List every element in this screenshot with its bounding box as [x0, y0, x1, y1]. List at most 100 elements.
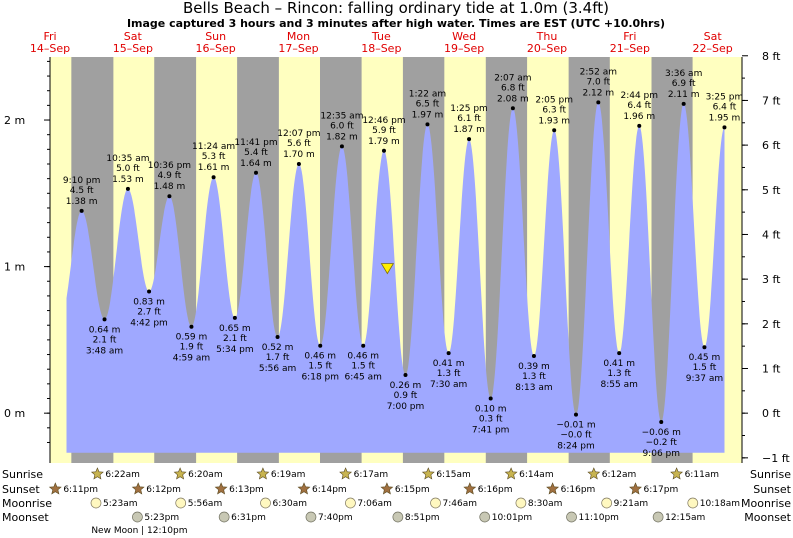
moonset-icon: [652, 511, 664, 523]
y-tick-label-m: 2 m: [4, 114, 25, 127]
moonrise-time: 9:21am: [614, 499, 649, 509]
tide-point: [275, 334, 280, 339]
moonset-icon: [132, 511, 143, 523]
day-name: Fri: [43, 30, 56, 43]
tide-m: 1.64 m: [240, 159, 272, 169]
tide-point: [102, 317, 107, 322]
tide-ft: 6.5 ft: [416, 99, 440, 109]
tide-ft: 5.3 ft: [202, 152, 226, 162]
y-tick-label-ft: 3 ft: [762, 273, 781, 286]
tide-point: [681, 101, 686, 106]
tide-ft: 5.6 ft: [287, 139, 311, 149]
tide-ft: 2.1 ft: [93, 335, 117, 345]
tide-m: −0.01 m: [556, 421, 595, 431]
tide-time: 11:24 am: [192, 142, 235, 152]
tide-time: 3:48 am: [86, 346, 123, 356]
tide-m: 1.87 m: [453, 125, 485, 135]
tide-time: 8:55 am: [601, 380, 638, 390]
tide-point: [552, 128, 557, 133]
current-tide-marker: [380, 263, 395, 275]
tide-ft: 6.4 ft: [713, 102, 737, 112]
sunset-icon: [214, 482, 228, 495]
tide-curve: [66, 102, 725, 453]
tide-m: 1.96 m: [623, 112, 655, 122]
tide-ft: 4.5 ft: [70, 186, 94, 196]
moonrise-icon: [345, 497, 356, 509]
y-tick-label-m: 0 m: [4, 407, 25, 420]
sunrise-time: 6:20am: [188, 470, 223, 480]
tide-m: 0.65 m: [219, 324, 251, 334]
sunrise-icon: [504, 467, 518, 480]
tide-point: [79, 208, 84, 213]
tide-time: 5:56 am: [259, 364, 296, 374]
tide-m: 2.08 m: [497, 94, 529, 104]
day-name: Mon: [287, 30, 310, 43]
tide-ft: 1.7 ft: [266, 353, 290, 363]
tide-point: [722, 125, 727, 130]
tide-ft: 6.0 ft: [330, 121, 354, 131]
tide-point: [596, 100, 601, 105]
tide-ft: 1.5 ft: [351, 362, 375, 372]
y-tick-label-ft: 8 ft: [762, 50, 781, 63]
sunset-icon: [463, 482, 477, 495]
tide-point: [702, 345, 707, 350]
moonrise-time: 7:06am: [357, 499, 392, 509]
moonrise-icon: [515, 497, 527, 509]
tide-point: [531, 354, 536, 359]
moonset-icon: [218, 511, 230, 523]
sunset-time: 6:12pm: [146, 485, 181, 495]
y-tick-label-ft: 6 ft: [762, 139, 781, 152]
tide-time: 2:07 am: [494, 73, 531, 83]
day-name: Sun: [205, 30, 226, 43]
day-name: Tue: [371, 30, 391, 43]
sunset-time: 6:13pm: [229, 485, 264, 495]
tide-point: [467, 137, 472, 142]
tide-ft: 7.0 ft: [586, 77, 610, 87]
tide-time: 10:36 pm: [148, 161, 191, 171]
tide-point: [488, 396, 493, 401]
sunset-time: 6:15pm: [395, 485, 430, 495]
sunrise-time: 6:19am: [271, 470, 306, 480]
moonrise-icon: [90, 497, 102, 509]
tide-point: [403, 373, 408, 378]
y-tick-label-ft: 7 ft: [762, 94, 781, 107]
sunset-icon: [48, 482, 62, 495]
tide-m: 1.95 m: [709, 113, 741, 123]
tide-point: [659, 419, 664, 424]
tide-point: [425, 122, 430, 127]
tide-m: 1.79 m: [368, 137, 400, 147]
tide-time: 8:24 pm: [557, 442, 595, 452]
tide-labels: 9:10 pm4.5 ft1.38 m0.64 m2.1 ft3:48 am10…: [63, 67, 743, 459]
sunset-icon: [629, 482, 642, 495]
day-name: Fri: [623, 30, 636, 43]
tide-ft: 1.5 ft: [308, 362, 332, 372]
tide-time: 11:41 pm: [234, 138, 277, 148]
moonrise-time: 7:46am: [443, 499, 478, 509]
day-date: 20–Sep: [527, 42, 567, 55]
astronomical-table: SunriseSunsetMoonriseMoonsetSunriseSunse…: [2, 467, 792, 536]
day-name: Sat: [124, 30, 143, 43]
day-date: 21–Sep: [610, 42, 650, 55]
tide-ft: 6.8 ft: [501, 83, 525, 93]
sunset-icon: [297, 482, 311, 495]
sunrise-icon: [256, 467, 270, 480]
tide-m: 0.52 m: [262, 343, 294, 353]
sunrise-icon: [587, 467, 601, 480]
moonrise-time: 5:23am: [103, 499, 137, 509]
day-name: Thu: [536, 30, 558, 43]
sunset-time: 6:16pm: [478, 485, 513, 495]
moonrise-icon: [260, 497, 271, 509]
tide-m: 0.46 m: [347, 352, 379, 362]
row-label-moonrise-right: Moonrise: [741, 497, 791, 510]
tide-ft: 4.9 ft: [158, 171, 182, 181]
tide-m: 1.38 m: [66, 197, 98, 207]
tide-ft: −0.2 ft: [646, 438, 678, 448]
tide-point: [147, 289, 152, 294]
tide-time: 7:00 pm: [387, 402, 425, 412]
day-date: 18–Sep: [361, 42, 401, 55]
tide-time: 12:07 pm: [277, 129, 320, 139]
tide-m: 0.41 m: [603, 359, 635, 369]
sunrise-time: 6:15am: [436, 470, 471, 480]
tide-time: 12:35 am: [320, 111, 363, 121]
